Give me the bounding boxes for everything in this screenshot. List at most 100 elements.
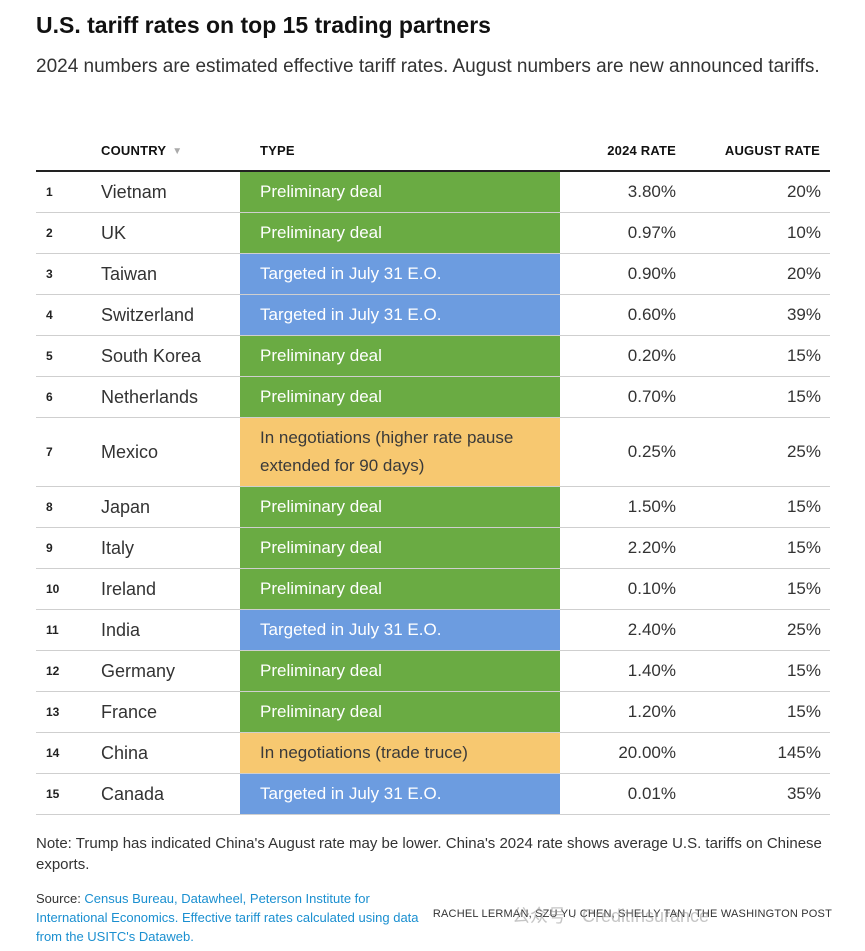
- country-cell: Switzerland: [101, 304, 195, 325]
- type-cell: Preliminary deal: [240, 172, 560, 212]
- table-row: 11 India Targeted in July 31 E.O. 2.40% 25%: [36, 610, 830, 651]
- table-row: 9 Italy Preliminary deal 2.20% 15%: [36, 528, 830, 569]
- country-cell: Ireland: [101, 578, 157, 599]
- table-row: 15 Canada Targeted in July 31 E.O. 0.01% 35%: [36, 774, 830, 815]
- rank-cell: 4: [46, 308, 53, 322]
- rate-august-cell: 15%: [786, 387, 821, 406]
- rate-2024-cell: 20.00%: [618, 743, 676, 762]
- rate-2024-cell: 1.20%: [627, 702, 676, 721]
- rank-cell: 2: [46, 226, 53, 240]
- credit-line: RACHEL LERMAN, SZU YU CHEN, SHELLY TAN /…: [432, 908, 832, 920]
- footnote: Note: Trump has indicated China's August…: [36, 835, 822, 873]
- rate-august-cell: 20%: [786, 182, 821, 201]
- table-row: 7 Mexico In negotiations (higher rate paus…: [36, 418, 830, 487]
- rank-cell: 1: [46, 185, 53, 199]
- rank-cell: 8: [46, 500, 53, 514]
- type-cell: Preliminary deal: [240, 487, 560, 527]
- column-header-2024-rate[interactable]: 2024 RATE: [607, 143, 676, 158]
- country-cell: Netherlands: [101, 386, 199, 407]
- table-row: 8 Japan Preliminary deal 1.50% 15%: [36, 487, 830, 528]
- rate-2024-cell: 0.90%: [627, 264, 676, 283]
- type-cell: In negotiations (trade truce): [240, 733, 560, 773]
- table-row: 10 Ireland Preliminary deal 0.10% 15%: [36, 569, 830, 610]
- column-header-country[interactable]: COUNTRY ▼: [101, 143, 182, 158]
- table-row: 1 Vietnam Preliminary deal 3.80% 20%: [36, 172, 830, 213]
- country-cell: Mexico: [101, 441, 159, 462]
- rank-cell: 9: [46, 541, 53, 555]
- rate-2024-cell: 0.25%: [627, 442, 676, 461]
- rate-august-cell: 15%: [786, 661, 821, 680]
- rank-cell: 6: [46, 390, 53, 404]
- rate-august-cell: 15%: [786, 702, 821, 721]
- rate-august-cell: 145%: [777, 743, 821, 762]
- rate-august-cell: 25%: [786, 620, 821, 639]
- rate-2024-cell: 2.20%: [627, 538, 676, 557]
- source-link[interactable]: Census Bureau, Datawheel, Peterson Insti…: [36, 891, 419, 944]
- table-row: 12 Germany Preliminary deal 1.40% 15%: [36, 651, 830, 692]
- rate-august-cell: 15%: [786, 497, 821, 516]
- rate-2024-cell: 0.70%: [627, 387, 676, 406]
- rate-2024-cell: 0.97%: [627, 223, 676, 242]
- rank-cell: 15: [46, 787, 60, 801]
- rate-august-cell: 15%: [786, 538, 821, 557]
- table-row: 5 South Korea Preliminary deal 0.20% 15%: [36, 336, 830, 377]
- type-cell: Preliminary deal: [240, 377, 560, 417]
- rank-cell: 3: [46, 267, 53, 281]
- table-body: 1 Vietnam Preliminary deal 3.80% 20% 2 UK Preli…: [36, 172, 830, 815]
- type-cell: Targeted in July 31 E.O.: [240, 774, 560, 814]
- rate-2024-cell: 0.01%: [627, 784, 676, 803]
- rank-cell: 10: [46, 582, 60, 596]
- type-cell: Preliminary deal: [240, 213, 560, 253]
- table-row: 6 Netherlands Preliminary deal 0.70% 15%: [36, 377, 830, 418]
- rank-cell: 7: [46, 445, 53, 459]
- country-cell: China: [101, 742, 149, 763]
- country-cell: Canada: [101, 783, 165, 804]
- rate-2024-cell: 0.60%: [627, 305, 676, 324]
- column-header-august-rate[interactable]: AUGUST RATE: [724, 143, 820, 158]
- rank-cell: 13: [46, 705, 60, 719]
- rate-august-cell: 35%: [786, 784, 821, 803]
- rate-august-cell: 39%: [786, 305, 821, 324]
- watermark: 公众号 · CreditInsurance: [512, 906, 710, 926]
- rate-august-cell: 15%: [786, 579, 821, 598]
- country-cell: Japan: [101, 496, 151, 517]
- type-cell: Preliminary deal: [240, 528, 560, 568]
- rate-august-cell: 25%: [786, 442, 821, 461]
- type-cell: Targeted in July 31 E.O.: [240, 295, 560, 335]
- rank-cell: 5: [46, 349, 53, 363]
- rank-cell: 14: [46, 746, 60, 760]
- table-row: 2 UK Preliminary deal 0.97% 10%: [36, 213, 830, 254]
- source-label: Source:: [36, 891, 85, 906]
- sort-down-triangle-icon[interactable]: ▼: [172, 146, 183, 157]
- type-cell: Preliminary deal: [240, 651, 560, 691]
- table-header: COUNTRY ▼ TYPE 2024 RATE AUGUST RATE: [36, 128, 830, 172]
- country-cell: Italy: [101, 537, 135, 558]
- rate-2024-cell: 3.80%: [627, 182, 676, 201]
- type-cell: Preliminary deal: [240, 569, 560, 609]
- country-cell: South Korea: [101, 345, 202, 366]
- country-cell: Vietnam: [101, 181, 167, 202]
- chart-title: U.S. tariff rates on top 15 trading part…: [36, 12, 491, 38]
- column-header-type[interactable]: TYPE: [260, 143, 295, 158]
- rate-2024-cell: 2.40%: [627, 620, 676, 639]
- table-row: 13 France Preliminary deal 1.20% 15%: [36, 692, 830, 733]
- rate-2024-cell: 1.40%: [627, 661, 676, 680]
- rate-2024-cell: 1.50%: [627, 497, 676, 516]
- type-cell: Preliminary deal: [240, 336, 560, 376]
- country-cell: Taiwan: [101, 263, 158, 284]
- country-cell: India: [101, 619, 141, 640]
- rate-2024-cell: 0.20%: [627, 346, 676, 365]
- country-cell: UK: [101, 222, 127, 243]
- column-header-country-label: COUNTRY: [101, 143, 167, 158]
- table-row: 3 Taiwan Targeted in July 31 E.O. 0.90% 20%: [36, 254, 830, 295]
- country-cell: France: [101, 701, 158, 722]
- type-cell: In negotiations (higher rate pause exten…: [240, 418, 560, 486]
- table-row: 4 Switzerland Targeted in July 31 E.O. 0.60…: [36, 295, 830, 336]
- type-cell: Targeted in July 31 E.O.: [240, 254, 560, 294]
- rank-cell: 12: [46, 664, 60, 678]
- type-cell: Targeted in July 31 E.O.: [240, 610, 560, 650]
- chart-subtitle: 2024 numbers are estimated effective tar…: [36, 56, 820, 77]
- rank-cell: 11: [46, 623, 59, 637]
- rate-2024-cell: 0.10%: [627, 579, 676, 598]
- country-cell: Germany: [101, 660, 176, 681]
